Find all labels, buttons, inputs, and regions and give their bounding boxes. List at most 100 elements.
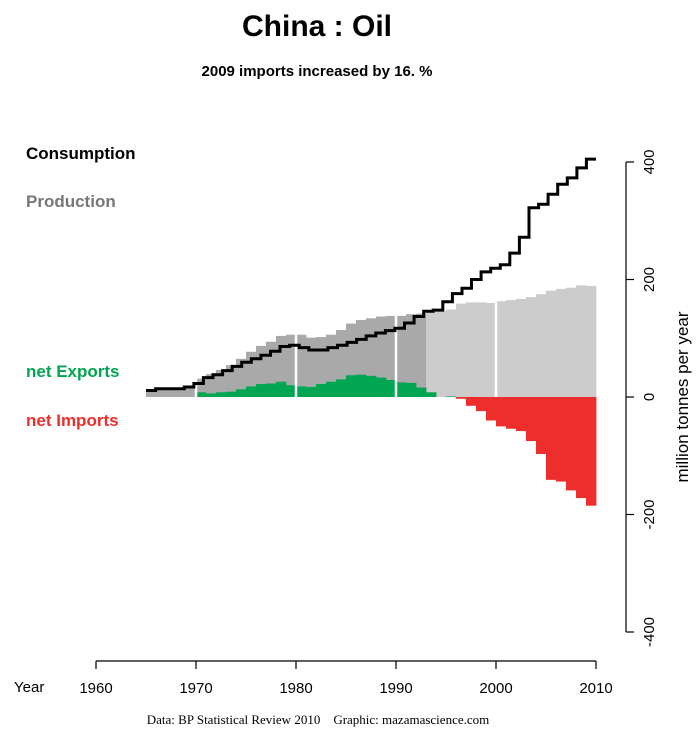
production-bar — [366, 318, 377, 397]
net-import-bar — [456, 397, 467, 399]
net-import-bar — [476, 397, 487, 412]
production-bar — [396, 315, 407, 397]
production-bar — [306, 337, 317, 397]
net-import-bar — [546, 397, 557, 480]
production-bar — [466, 302, 477, 397]
source-credit: Data: BP Statistical Review 2010 Graphic… — [147, 712, 489, 727]
production-bar — [586, 285, 597, 397]
production-bar — [356, 320, 367, 397]
y-tick-label: 200 — [641, 267, 658, 292]
production-bar — [156, 388, 167, 397]
y-tick-label: -200 — [641, 499, 658, 529]
net-import-bar — [526, 397, 537, 442]
production-bar — [376, 316, 387, 397]
production-bar — [526, 297, 537, 397]
production-bar — [316, 337, 327, 397]
production-bar — [416, 313, 427, 397]
net-export-bar — [226, 391, 237, 397]
net-export-bar — [286, 385, 297, 397]
production-bar — [556, 288, 567, 397]
chart-title: China : Oil — [242, 10, 392, 43]
net-export-bar — [366, 375, 377, 397]
net-import-bar — [536, 397, 547, 454]
production-bar — [166, 388, 177, 397]
production-bar — [266, 341, 277, 397]
production-bar — [276, 335, 287, 397]
net-export-bar — [236, 389, 247, 397]
production-bar — [516, 298, 527, 397]
net-export-bar — [406, 382, 417, 397]
net-export-bar — [336, 379, 347, 397]
net-import-bar — [576, 397, 587, 499]
y-tick-label: -400 — [641, 617, 658, 647]
net-export-bar — [296, 386, 307, 397]
net-export-bar — [396, 382, 407, 397]
net-import-bar — [516, 397, 527, 432]
net-export-bar — [306, 387, 317, 397]
production-bar — [186, 387, 197, 397]
production-bar — [256, 345, 267, 397]
production-bar — [566, 287, 577, 397]
y-tick-label: 400 — [641, 149, 658, 174]
net-export-bar — [196, 392, 207, 397]
production-bar — [336, 330, 347, 397]
production-bar — [216, 369, 227, 397]
net-export-bar — [266, 383, 277, 397]
legend-net-exports: net Exports — [26, 362, 120, 381]
production-bar — [236, 358, 247, 397]
net-export-bar — [316, 384, 327, 397]
legend-net-imports: net Imports — [26, 411, 119, 430]
net-export-bar — [386, 379, 397, 397]
production-bar — [406, 314, 417, 397]
production-bars — [146, 285, 597, 397]
net-export-bar — [376, 377, 387, 397]
net-import-bar — [506, 397, 517, 429]
net-import-bar — [486, 397, 497, 421]
net-export-bar — [246, 386, 257, 397]
chart-subtitle: 2009 imports increased by 16. % — [202, 63, 433, 80]
production-bar — [496, 301, 507, 397]
production-bar — [576, 285, 587, 397]
x-axis-label: Year — [14, 679, 44, 696]
net-export-bar — [326, 381, 337, 397]
net-import-bar — [496, 397, 507, 427]
x-tick-label: 1960 — [79, 680, 112, 697]
legend-production: Production — [26, 192, 116, 211]
x-axis: 1960 1970 1980 1990 2000 2010 — [79, 660, 613, 697]
consumption-line — [146, 157, 596, 392]
x-tick-label: 1970 — [179, 680, 212, 697]
production-bar — [476, 302, 487, 397]
net-export-bar — [256, 384, 267, 397]
production-bar — [346, 323, 357, 397]
net-import-bar — [466, 397, 477, 406]
x-tick-label: 1980 — [279, 680, 312, 697]
production-bar — [436, 311, 447, 397]
production-bar — [226, 365, 237, 397]
net-import-bar — [586, 397, 597, 506]
net-export-bar — [346, 375, 357, 397]
production-bar — [486, 303, 497, 397]
production-bar — [386, 315, 397, 397]
x-tick-label: 1990 — [379, 680, 412, 697]
net-export-bar — [206, 393, 217, 397]
net-export-bar — [426, 392, 437, 397]
production-bar — [176, 388, 187, 397]
production-bar — [326, 334, 337, 397]
net-export-bar — [216, 392, 227, 397]
production-bar — [146, 390, 157, 397]
production-bar — [196, 378, 207, 397]
production-bar — [246, 351, 257, 397]
production-bar — [546, 290, 557, 397]
net-export-bar — [356, 374, 367, 397]
y-tick-label: 0 — [641, 393, 658, 401]
net-import-bar — [566, 397, 577, 491]
net-export-bar — [276, 381, 287, 397]
legend-consumption: Consumption — [26, 144, 136, 163]
net-export-bar — [446, 396, 457, 397]
net-import-bar — [556, 397, 567, 482]
production-bar — [506, 300, 517, 397]
x-tick-label: 2000 — [479, 680, 512, 697]
x-tick-label: 2010 — [579, 680, 612, 697]
